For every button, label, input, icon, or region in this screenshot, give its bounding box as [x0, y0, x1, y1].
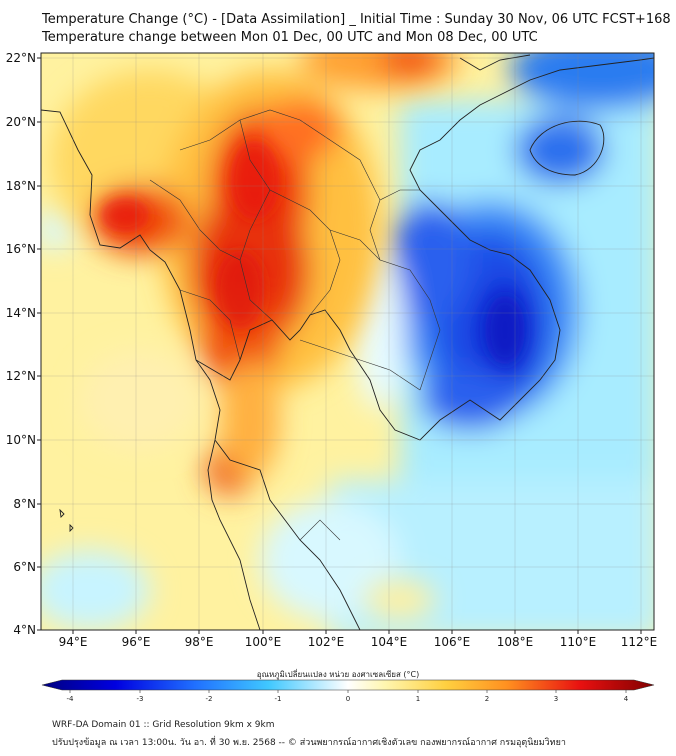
- longitude-labels: 94°E 96°E 98°E 100°E 102°E 104°E 106°E 1…: [59, 635, 658, 649]
- colorbar-tick: -2: [206, 695, 213, 703]
- lon-label: 104°E: [371, 635, 408, 649]
- map-title: Temperature Change (°C) - [Data Assimila…: [42, 12, 671, 27]
- lon-label: 94°E: [59, 635, 88, 649]
- map-frame: [40, 52, 655, 631]
- colorbar-tick: 4: [624, 695, 629, 703]
- colorbar-tick: 3: [554, 695, 558, 703]
- lat-label: 8°N: [13, 497, 36, 511]
- axis-ticks: [37, 57, 642, 634]
- lat-label: 20°N: [6, 115, 36, 129]
- graticule: [41, 53, 654, 630]
- footer-model-info: WRF-DA Domain 01 :: Grid Resolution 9km …: [52, 720, 275, 730]
- lon-label: 106°E: [434, 635, 471, 649]
- lon-label: 98°E: [185, 635, 214, 649]
- lon-label: 108°E: [497, 635, 534, 649]
- footer-credit: ปรับปรุงข้อมูล ณ เวลา 13:00น. วัน อา. ที…: [52, 738, 566, 748]
- lat-label: 12°N: [6, 369, 36, 383]
- lat-label: 4°N: [13, 623, 36, 637]
- colorbar-tick: 1: [416, 695, 420, 703]
- colorbar: -4 -3 -2 -1 0 1 2 3 4: [41, 679, 655, 703]
- colorbar-tick: 2: [485, 695, 489, 703]
- coastlines: [41, 54, 654, 630]
- lon-label: 102°E: [308, 635, 345, 649]
- lat-label: 18°N: [6, 179, 36, 193]
- lat-label: 16°N: [6, 242, 36, 256]
- colorbar-tick: -3: [137, 695, 144, 703]
- lon-label: 112°E: [621, 635, 658, 649]
- lon-label: 100°E: [245, 635, 282, 649]
- lat-label: 10°N: [6, 433, 36, 447]
- country-borders: [149, 109, 441, 541]
- colorbar-bar: [41, 679, 655, 691]
- colorbar-tick: 0: [346, 695, 350, 703]
- colorbar-tick: -4: [67, 695, 75, 703]
- lat-label: 22°N: [6, 51, 36, 65]
- lat-label: 14°N: [6, 306, 36, 320]
- lat-label: 6°N: [13, 560, 36, 574]
- lon-label: 96°E: [122, 635, 151, 649]
- lon-label: 110°E: [560, 635, 597, 649]
- colorbar-tick: -1: [275, 695, 282, 703]
- map-subtitle: Temperature change between Mon 01 Dec, 0…: [42, 30, 538, 45]
- latitude-labels: 22°N 20°N 18°N 16°N 14°N 12°N 10°N 8°N 6…: [6, 51, 36, 637]
- colorbar-label: อุณหภูมิเปลี่ยนแปลง หน่วย องศาเซลเซียส (…: [256, 670, 420, 679]
- temperature-field: [41, 53, 654, 630]
